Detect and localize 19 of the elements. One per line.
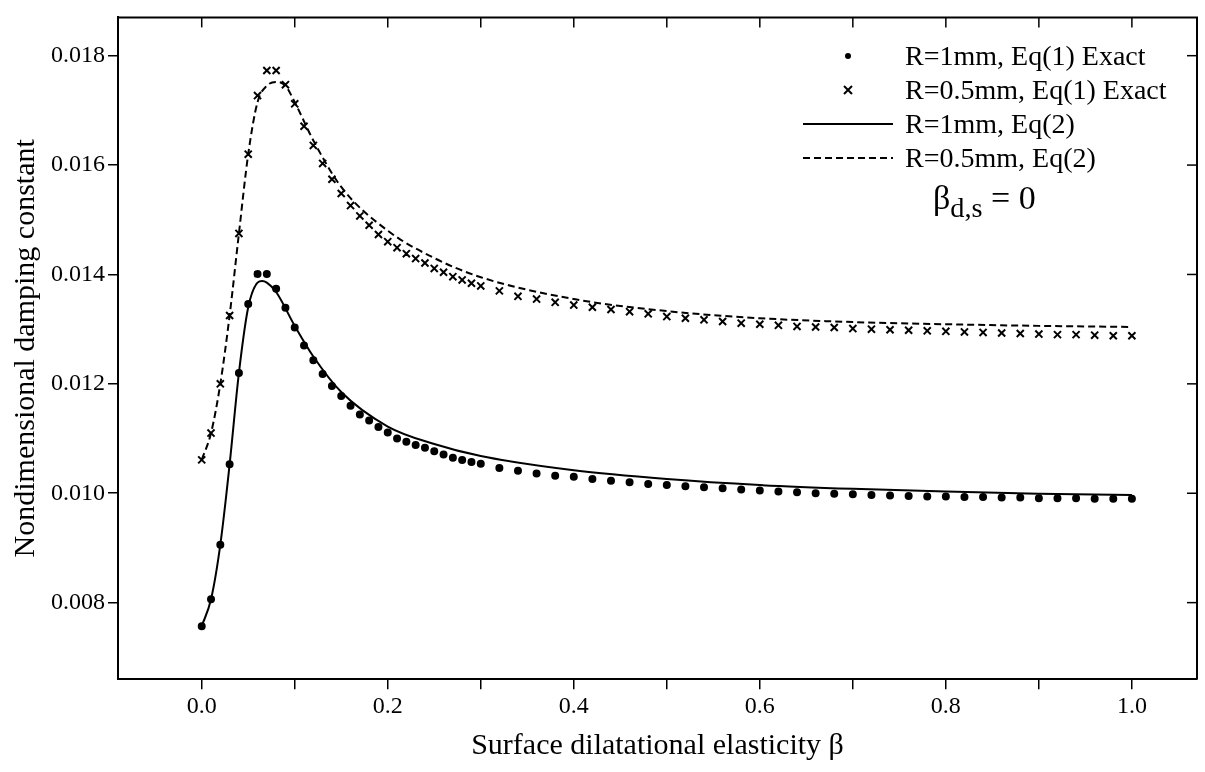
y-tick-label: 0.008 [51, 587, 105, 614]
y-axis-title: Nondimensional damping constant [6, 138, 40, 558]
y-tick-label: 0.018 [51, 40, 105, 67]
y-tick-label: 0.014 [51, 259, 105, 286]
x-axis-title: Surface dilatational elasticity β [471, 726, 844, 760]
y-tick-label: 0.012 [51, 369, 105, 396]
legend-label: R=0.5mm, Eq(1) Exact [905, 73, 1167, 108]
y-tick-label: 0.010 [51, 478, 105, 505]
x-tick-label: 0.2 [372, 691, 403, 718]
x-tick-label: 0.0 [186, 691, 217, 718]
legend-label: R=1mm, Eq(2) [905, 107, 1075, 142]
annotation: β$_{d,s}$ = 0 [933, 179, 1036, 224]
x-tick-label: 1.0 [1116, 691, 1147, 718]
legend-label: R=1mm, Eq(1) Exact [905, 39, 1146, 74]
x-tick-label: 0.8 [930, 691, 961, 718]
y-tick-label: 0.016 [51, 150, 105, 177]
x-tick-label: 0.6 [744, 691, 775, 718]
legend-label: R=0.5mm, Eq(2) [905, 141, 1096, 176]
x-tick-label: 0.4 [558, 691, 589, 718]
